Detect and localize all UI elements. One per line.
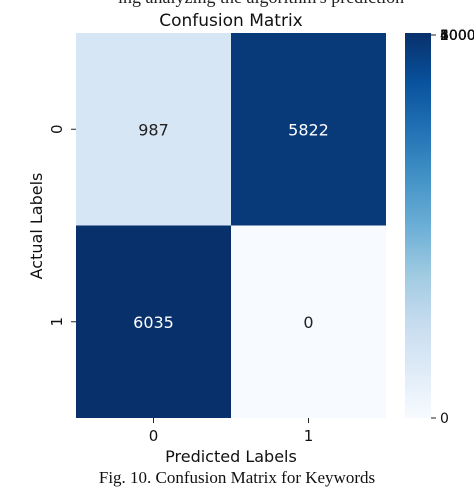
colorbar-tick-label: 10000	[440, 28, 474, 44]
cell-value-label: 0	[303, 313, 313, 332]
colorbar	[405, 33, 431, 418]
page-header-text-cut: ing analyzing the algorithm's prediction	[118, 0, 404, 8]
colorbar-tick-label: 40000	[440, 28, 474, 44]
colorbar-tick-label: 20000	[440, 28, 474, 44]
y-tick-label: 0	[48, 124, 66, 134]
colorbar-tick-label: 60000	[440, 28, 474, 44]
heatmap-cell	[76, 33, 231, 226]
x-tick-label: 1	[304, 427, 314, 445]
y-tick-label: 1	[48, 317, 66, 327]
heatmap-cell	[231, 225, 386, 418]
colorbar-tick-label: 0	[440, 411, 449, 427]
figure-caption: Fig. 10. Confusion Matrix for Keywords	[98, 468, 376, 487]
x-axis-label: Predicted Labels	[165, 447, 297, 466]
x-tick-label: 0	[149, 427, 159, 445]
colorbar-tick-label: 30000	[440, 28, 474, 44]
heatmap-cell	[231, 33, 386, 226]
heatmap-cell	[76, 225, 231, 418]
colorbar-tick-label: 50000	[440, 28, 474, 44]
cell-value-label: 6035	[133, 313, 174, 332]
chart-title: Confusion Matrix	[159, 11, 303, 31]
y-axis-label: Actual Labels	[27, 173, 46, 280]
cell-value-label: 5822	[288, 120, 329, 139]
cell-value-label: 987	[138, 120, 169, 139]
